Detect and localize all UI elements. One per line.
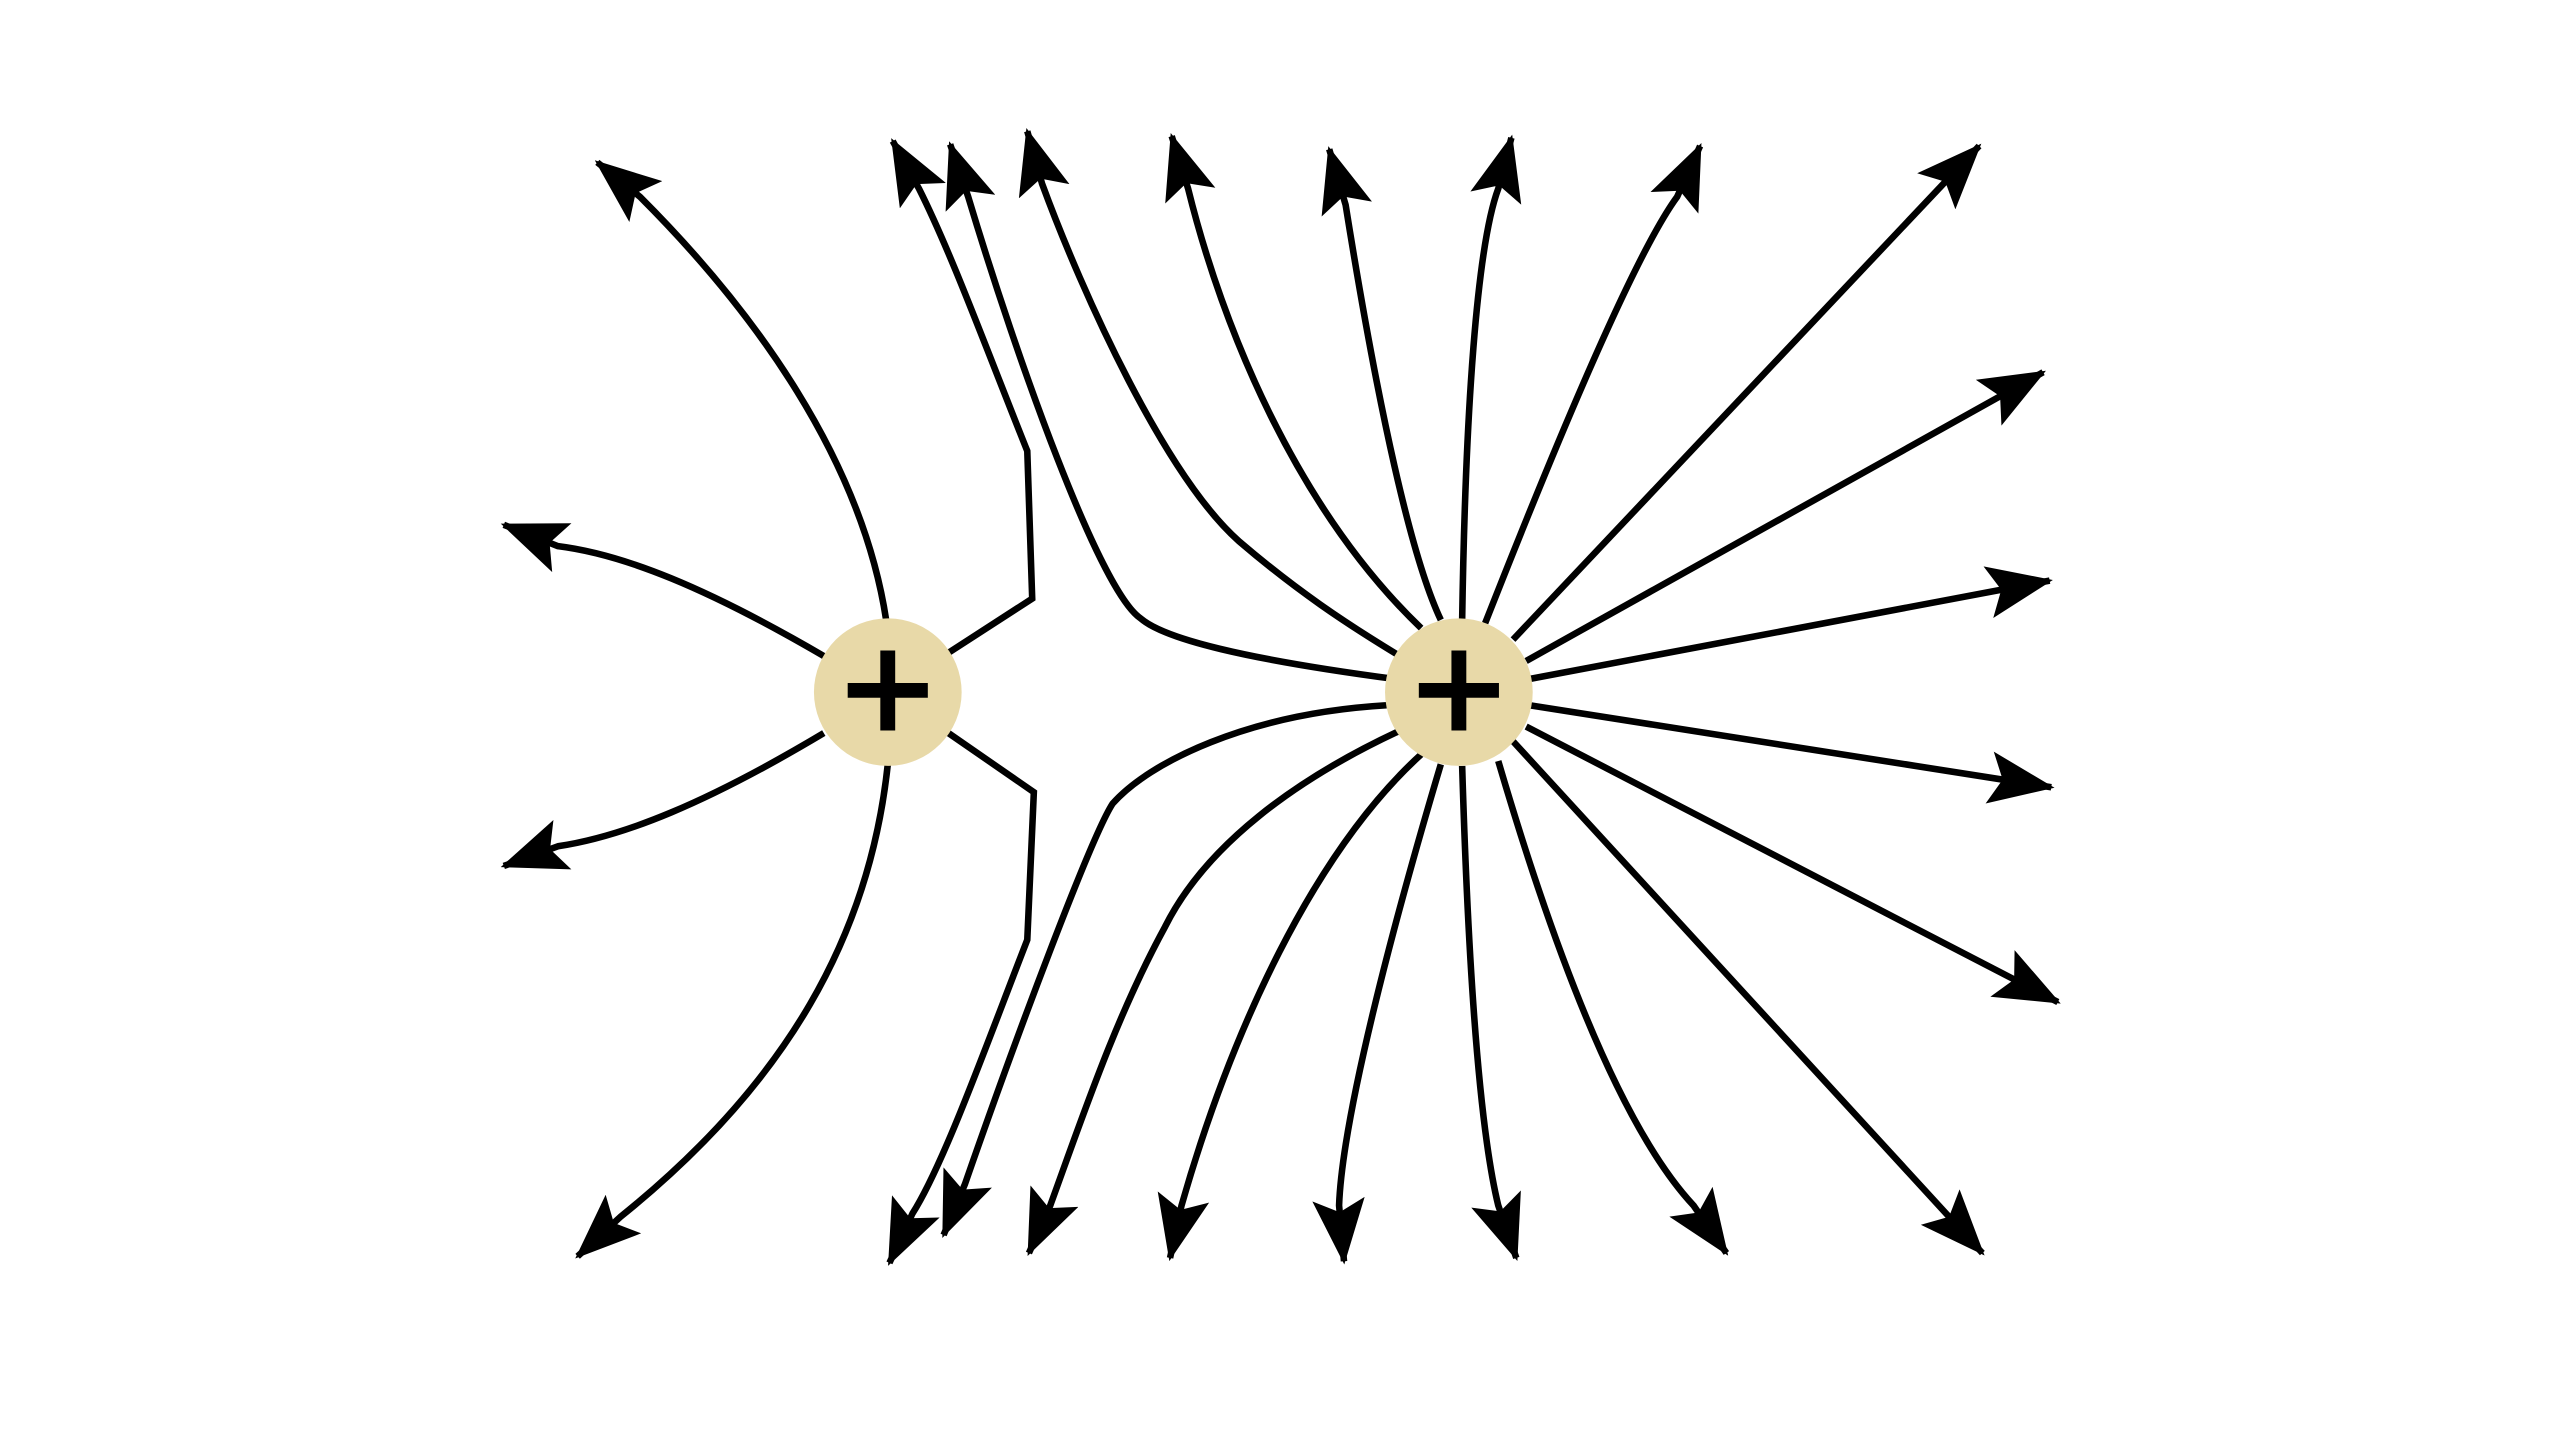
field-line	[1510, 143, 1982, 642]
field-line	[940, 701, 1387, 1239]
field-line	[1157, 752, 1424, 1262]
field-line	[1025, 728, 1400, 1257]
field-line	[594, 159, 890, 621]
field-line	[1312, 763, 1444, 1265]
field-line	[1458, 134, 1522, 621]
charge-label: +	[834, 613, 941, 762]
field-line	[1524, 369, 2046, 664]
field-line	[1495, 760, 1730, 1256]
field-line	[1165, 132, 1424, 631]
field-line	[1524, 723, 2061, 1006]
field-line	[500, 521, 826, 659]
field-line	[1528, 566, 2053, 683]
charge-circle	[1385, 618, 1533, 766]
field-line	[889, 138, 1036, 656]
field-line	[1510, 739, 1985, 1256]
charge-label: +	[1405, 613, 1512, 762]
field-line	[945, 141, 1396, 683]
field-line	[886, 730, 1038, 1266]
field-line	[1458, 765, 1521, 1262]
field-line	[1321, 146, 1444, 622]
field-line	[1482, 142, 1704, 625]
field-lines	[500, 128, 2061, 1266]
charge-circle	[813, 618, 962, 766]
charge: +	[1385, 613, 1533, 766]
charge: +	[813, 613, 962, 766]
field-line	[1528, 701, 2055, 804]
field-line	[1018, 128, 1402, 659]
field-line	[575, 763, 892, 1259]
field-line	[500, 730, 826, 870]
